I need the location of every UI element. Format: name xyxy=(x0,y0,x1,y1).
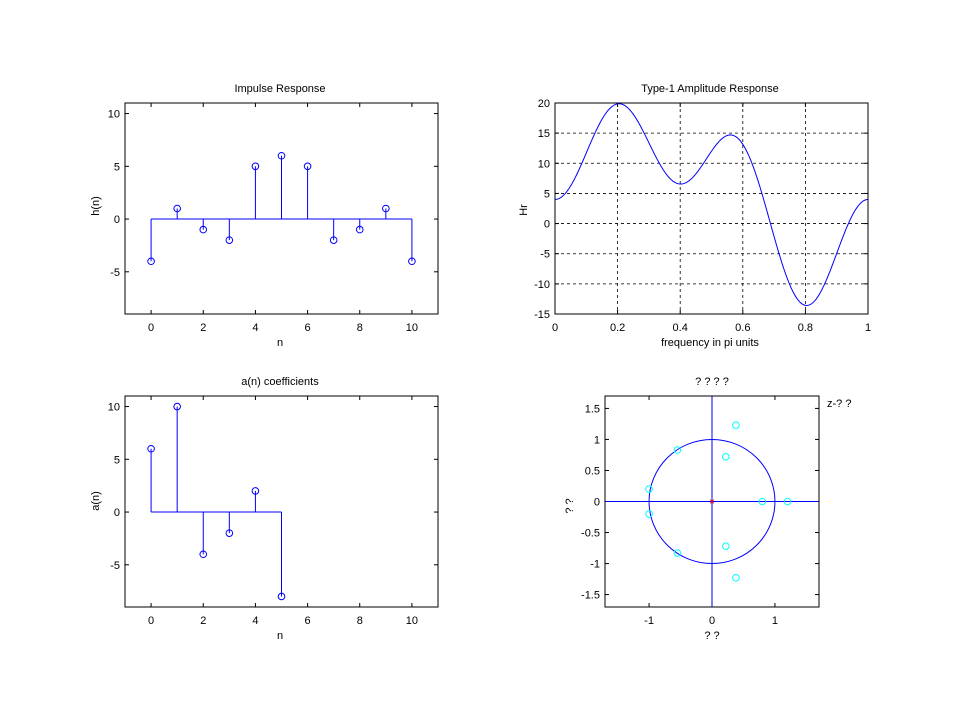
y-tick-label: 10 xyxy=(108,402,120,414)
x-tick-label: 0 xyxy=(552,322,558,334)
axes-frame xyxy=(124,102,439,315)
zero-marker xyxy=(722,453,730,461)
x-tick-label: 4 xyxy=(252,322,258,334)
unit-circle xyxy=(648,438,776,565)
x-tick-label: 6 xyxy=(305,322,311,334)
chart-title: Impulse Response xyxy=(234,83,325,95)
x-tick-label: 1 xyxy=(772,615,778,627)
stem-marker xyxy=(277,592,286,601)
zero-marker xyxy=(783,497,792,506)
x-tick-label: 0.8 xyxy=(798,322,813,334)
x-tick-label: 0.6 xyxy=(735,322,750,334)
zero-marker xyxy=(645,485,653,493)
y-axis-label: ? ? xyxy=(564,498,576,513)
stem-marker xyxy=(303,162,312,171)
stem-marker xyxy=(199,550,208,559)
amplitude-response-plot: Type-1 Amplitude Response frequency in p… xyxy=(518,83,871,349)
stem-marker xyxy=(147,257,155,266)
x-tick-label: 0.4 xyxy=(673,322,688,334)
axes-frame xyxy=(124,395,439,608)
x-tick-label: -1 xyxy=(644,615,654,627)
stem-marker xyxy=(199,225,208,234)
x-tick-label: 1 xyxy=(865,322,871,334)
y-tick-label: -5 xyxy=(110,267,120,279)
stem-marker xyxy=(251,487,260,495)
x-axis-label: n xyxy=(277,337,283,349)
amplitude-curve xyxy=(554,103,869,306)
y-tick-label: 5 xyxy=(544,188,550,200)
pole-marker xyxy=(709,499,715,504)
stem-marker xyxy=(251,162,260,171)
stem-marker xyxy=(277,151,286,160)
chart-title: Type-1 Amplitude Response xyxy=(641,83,779,95)
y-axis-label: a(n) xyxy=(90,491,102,511)
chart-title: a(n) coefficients xyxy=(241,376,319,388)
stem-marker xyxy=(147,444,155,453)
pole-zero-plot: ? ? ? ? ? ? ? ? z-? ? -1 0 1 -1.5 -1 -0.5 0 0.5… xyxy=(564,376,851,642)
y-tick-label: -1 xyxy=(590,559,600,571)
y-tick-label: -1.5 xyxy=(581,590,600,602)
y-tick-label: 10 xyxy=(538,158,550,170)
axes-frame xyxy=(554,102,869,315)
x-tick-label: 0.2 xyxy=(610,322,625,334)
x-tick-label: 10 xyxy=(406,322,418,334)
stem-marker xyxy=(225,529,234,537)
stem-marker xyxy=(382,204,390,213)
axes-frame xyxy=(604,395,820,608)
stem-marker xyxy=(329,236,338,244)
an-coefficients-plot: a(n) coefficients n a(n) 0 2 4 6 8 10 -5 0 5 10 xyxy=(90,376,439,642)
y-tick-label: 0.5 xyxy=(585,465,600,477)
y-tick-label: 5 xyxy=(114,454,120,466)
y-tick-label: -5 xyxy=(540,249,550,261)
x-axis-label: n xyxy=(277,630,283,642)
x-axis-label: ? ? xyxy=(704,630,719,642)
impulse-response-plot: Impulse Response n h(n) 0 2 4 6 8 10 -5 0 5 10 xyxy=(90,83,439,349)
y-axis-label: Hr xyxy=(518,204,530,216)
zero-marker xyxy=(673,549,682,557)
stem-marker xyxy=(225,236,234,244)
x-tick-label: 2 xyxy=(200,615,206,627)
corner-label: z-? ? xyxy=(827,398,851,410)
y-tick-label: 20 xyxy=(538,98,550,110)
y-tick-label: 1.5 xyxy=(585,403,600,415)
y-tick-label: 0 xyxy=(594,497,600,509)
y-tick-label: -15 xyxy=(534,309,550,321)
stem-marker xyxy=(173,204,181,213)
x-tick-label: 0 xyxy=(148,322,154,334)
stem-marker xyxy=(173,402,181,411)
x-tick-label: 6 xyxy=(305,615,311,627)
zero-marker xyxy=(732,574,740,582)
x-tick-label: 10 xyxy=(406,615,418,627)
y-tick-label: 10 xyxy=(108,109,120,121)
stem-marker xyxy=(408,257,416,266)
y-tick-label: -5 xyxy=(110,560,120,572)
x-axis-label: frequency in pi units xyxy=(661,337,759,349)
x-tick-label: 4 xyxy=(252,615,258,627)
x-tick-label: 0 xyxy=(709,615,715,627)
y-tick-label: -0.5 xyxy=(581,528,600,540)
x-tick-label: 0 xyxy=(148,615,154,627)
zero-marker xyxy=(645,510,653,518)
y-axis-label: h(n) xyxy=(90,196,102,216)
x-tick-label: 8 xyxy=(357,322,363,334)
x-tick-label: 2 xyxy=(200,322,206,334)
zero-marker xyxy=(732,421,740,429)
y-tick-label: 0 xyxy=(114,214,120,226)
y-tick-label: 0 xyxy=(544,219,550,231)
y-tick-label: -10 xyxy=(534,279,550,291)
chart-title: ? ? ? ? xyxy=(695,376,729,388)
y-tick-label: 1 xyxy=(594,434,600,446)
zero-marker xyxy=(673,446,682,454)
y-tick-label: 15 xyxy=(538,128,550,140)
stem-marker xyxy=(355,225,364,234)
y-tick-label: 5 xyxy=(114,161,120,173)
x-tick-label: 8 xyxy=(357,615,363,627)
zero-marker xyxy=(722,542,730,550)
zero-marker xyxy=(758,497,767,506)
y-tick-label: 0 xyxy=(114,507,120,519)
